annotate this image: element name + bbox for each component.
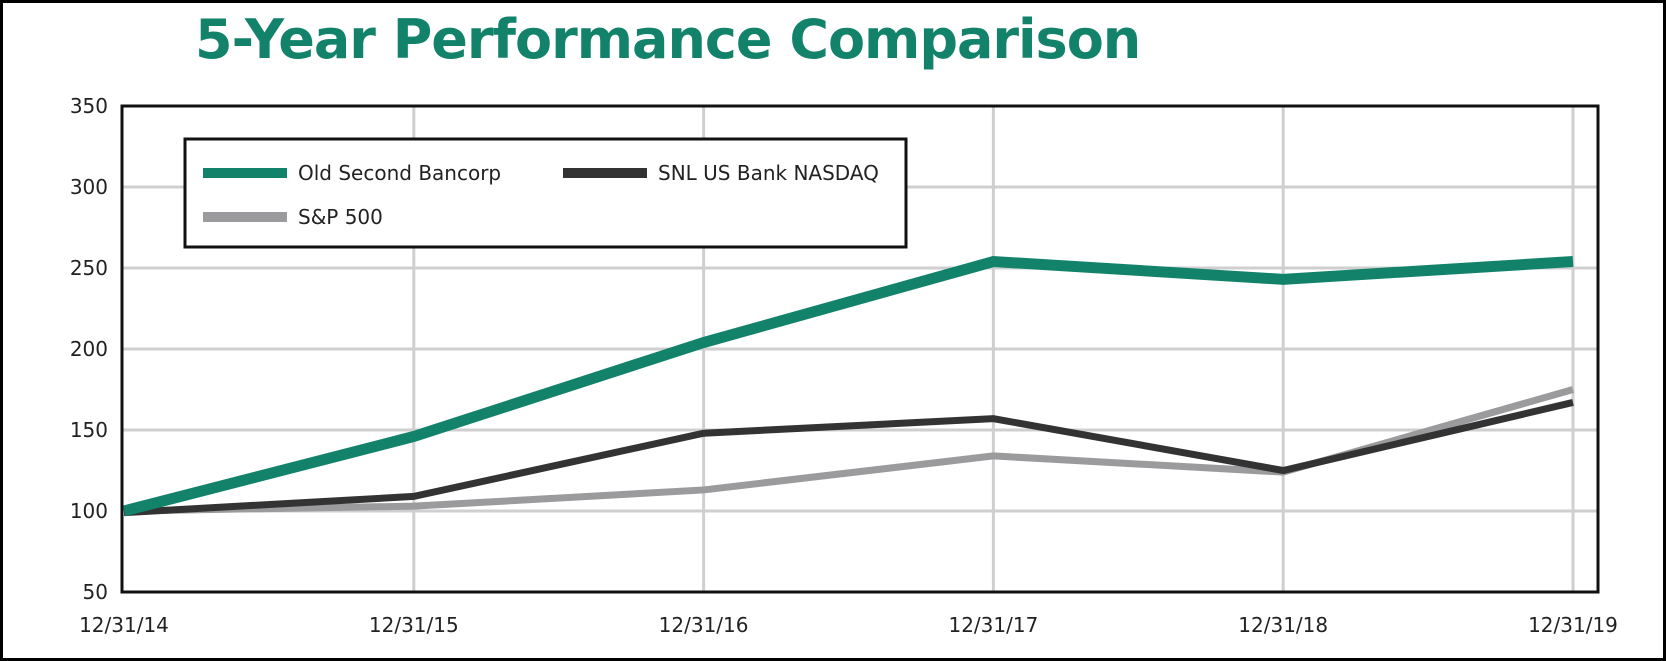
y-tick-label: 100 [70,499,108,523]
y-tick-label: 200 [70,337,108,361]
x-tick-label: 12/31/17 [948,613,1038,637]
x-tick-label: 12/31/14 [79,613,169,637]
legend: Old Second Bancorp SNL US Bank NASDAQ S&… [183,137,908,249]
y-tick-label: 50 [83,580,108,604]
y-tick-label: 150 [70,418,108,442]
x-tick-label: 12/31/19 [1528,613,1618,637]
x-tick-label: 12/31/15 [369,613,459,637]
y-tick-label: 350 [70,94,108,118]
chart-title: 5-Year Performance Comparison [195,8,1141,71]
legend-label-snl-us-bank-nasdaq: SNL US Bank NASDAQ [658,161,879,185]
y-tick-label: 300 [70,175,108,199]
series-lines [122,255,1574,517]
legend-box [183,137,908,249]
legend-label-old-second-bancorp: Old Second Bancorp [298,161,501,185]
y-tick-label: 250 [70,256,108,280]
y-axis-ticks: 50 100 150 200 250 300 350 [70,94,108,604]
series-line-old-second-bancorp [122,255,1574,517]
x-tick-label: 12/31/16 [659,613,749,637]
x-tick-label: 12/31/18 [1238,613,1328,637]
series-line-snl-us-bank-nasdaq [123,399,1574,517]
plot-area-border [120,104,1600,594]
legend-label-sp-500: S&P 500 [298,205,383,229]
x-axis-ticks: 12/31/14 12/31/15 12/31/16 12/31/17 12/31/18… [79,613,1618,637]
